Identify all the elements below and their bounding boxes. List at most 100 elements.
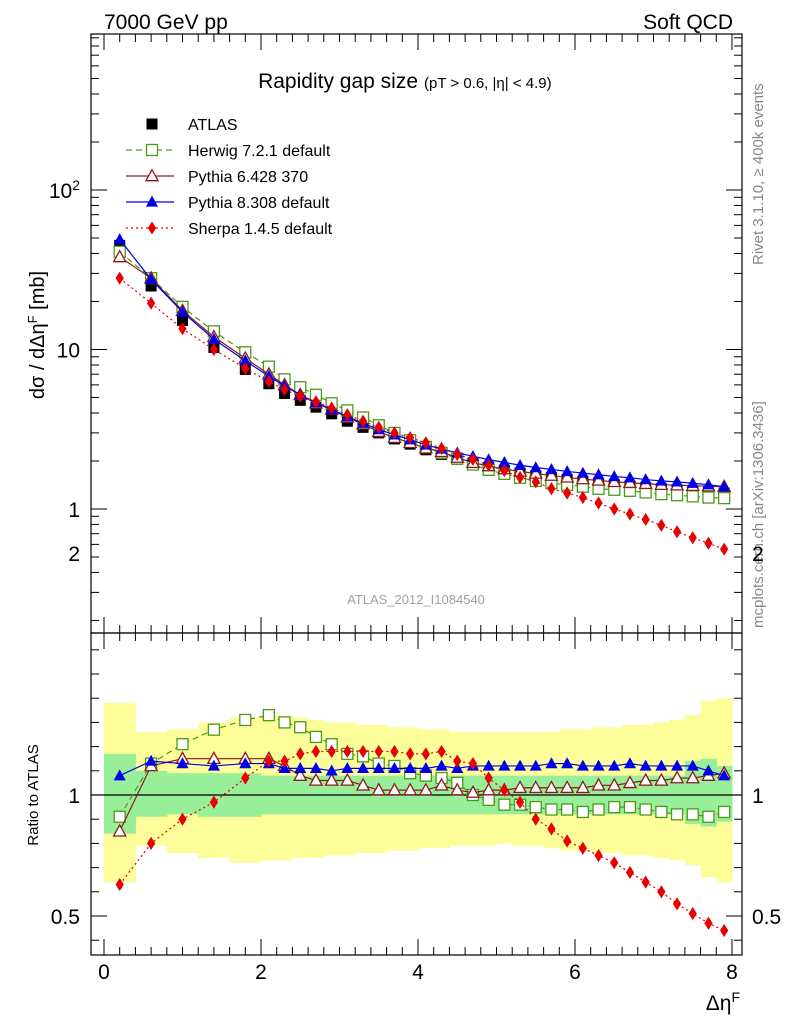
- legend-label: Herwig 7.2.1 default: [188, 143, 331, 160]
- ratio-ytick-label-right: 1: [752, 785, 764, 808]
- ratio-point: [702, 810, 715, 823]
- main-ytick-label: 10: [57, 340, 80, 363]
- ratio-point: [355, 777, 371, 791]
- ratio-x-ticks: 0 2 4 6 8: [98, 633, 738, 984]
- ratio-point: [434, 777, 449, 791]
- ratio-point: [294, 721, 307, 734]
- data-point: [655, 487, 668, 501]
- ratio-point: [591, 777, 606, 791]
- x-axis-label: ΔηF: [706, 989, 740, 1015]
- ratio-point: [112, 823, 127, 837]
- x-tick-label: 0: [98, 961, 110, 984]
- data-point: [641, 512, 650, 527]
- ratio-point: [358, 744, 368, 759]
- ratio-point: [482, 793, 495, 806]
- ratio-point: [280, 754, 289, 768]
- ratio-point: [309, 730, 323, 744]
- data-point: [207, 332, 220, 344]
- ratio-y-ticks: 0.5 0.5 1 1 2 2: [51, 543, 781, 941]
- legend: ATLAS Herwig 7.2.1 default Pythia 6.428 37…: [126, 117, 333, 238]
- x-tick-label: 2: [255, 961, 267, 984]
- data-point: [720, 542, 729, 556]
- ratio-point: [372, 762, 385, 774]
- data-point: [531, 475, 540, 489]
- ratio-point: [453, 754, 462, 768]
- ratio-point: [311, 744, 321, 759]
- ratio-point: [296, 747, 305, 761]
- data-point: [178, 322, 187, 336]
- main-ylabel: dσ / dΔηF [mb]: [25, 271, 50, 399]
- series-herwig-7-2-1-default: [113, 245, 731, 505]
- ratio-point: [435, 759, 448, 771]
- data-point: [575, 471, 590, 485]
- data-point: [327, 401, 336, 415]
- header-left-label: 7000 GeV pp: [104, 11, 228, 34]
- data-point: [576, 466, 589, 478]
- x-tick-label: 4: [412, 961, 424, 984]
- ratio-point: [704, 916, 713, 930]
- ratio-point: [625, 865, 635, 880]
- data-point: [515, 470, 525, 484]
- ratio-ytick-label: 1: [68, 785, 80, 808]
- ratio-point: [654, 772, 669, 786]
- ratio-point: [547, 822, 556, 836]
- ratio-point: [608, 759, 621, 771]
- ratio-panel: 0.5 0.5 1 1 2 2 0 2 4 6 8 Ratio to ATLAS ΔηF: [25, 543, 781, 1015]
- ratio-point: [418, 782, 433, 796]
- ratio-point: [390, 744, 399, 759]
- ratio-ylabel: Ratio to ATLAS: [25, 744, 42, 845]
- ratio-point: [575, 780, 590, 794]
- ratio-point: [639, 759, 652, 771]
- data-point: [671, 475, 684, 487]
- data-point: [177, 314, 188, 326]
- data-point: [241, 361, 250, 376]
- ratio-ytick-label: 2: [68, 543, 80, 566]
- legend-label: Pythia 6.428 370: [188, 169, 308, 186]
- ratio-point: [623, 800, 637, 814]
- data-point: [514, 458, 527, 470]
- main-x-ticks: [103, 34, 733, 633]
- ratio-point: [531, 812, 540, 826]
- data-point: [702, 478, 715, 490]
- ratio-point: [262, 708, 276, 722]
- ratio-point: [560, 780, 575, 794]
- data-point: [625, 507, 635, 521]
- ratio-point: [512, 780, 528, 794]
- data-point: [115, 271, 124, 285]
- ratio-point: [115, 877, 124, 892]
- ratio-point: [686, 759, 699, 771]
- ratio-point: [702, 764, 715, 776]
- ratio-point: [498, 759, 511, 771]
- legend-marker: [145, 143, 159, 157]
- ratio-point: [498, 798, 511, 811]
- data-point: [343, 408, 352, 422]
- ratio-line: [119, 750, 725, 932]
- data-point: [264, 374, 273, 389]
- series-line: [119, 251, 725, 499]
- ratio-point: [607, 777, 622, 791]
- data-point: [578, 490, 587, 505]
- ratio-point: [545, 757, 558, 769]
- stat-uncertainty-band: [166, 773, 199, 815]
- data-point: [421, 436, 430, 450]
- legend-entry: Herwig 7.2.1 default: [126, 143, 331, 160]
- ratio-point: [309, 762, 322, 774]
- x-tick-label: 6: [569, 961, 581, 984]
- data-point: [484, 458, 493, 472]
- ratio-point: [671, 759, 684, 771]
- ratio-point: [324, 772, 339, 786]
- ratio-point: [387, 782, 402, 796]
- ratio-point: [325, 764, 338, 776]
- rivet-version-label: Rivet 3.1.10, ≥ 400k events: [750, 83, 767, 265]
- ratio-point: [145, 754, 158, 766]
- mcplots-label: mcplots.cern.ch [arXiv:1306.3436]: [750, 401, 767, 628]
- ratio-point: [720, 923, 729, 938]
- ratio-point: [465, 784, 481, 798]
- data-point: [594, 496, 603, 510]
- ratio-point: [563, 834, 572, 848]
- ratio-point: [341, 762, 354, 774]
- data-point: [311, 395, 321, 409]
- chart-subtitle: (pT > 0.6, |η| < 4.9): [424, 75, 552, 92]
- ratio-point: [450, 782, 465, 796]
- ratio-point: [207, 723, 221, 736]
